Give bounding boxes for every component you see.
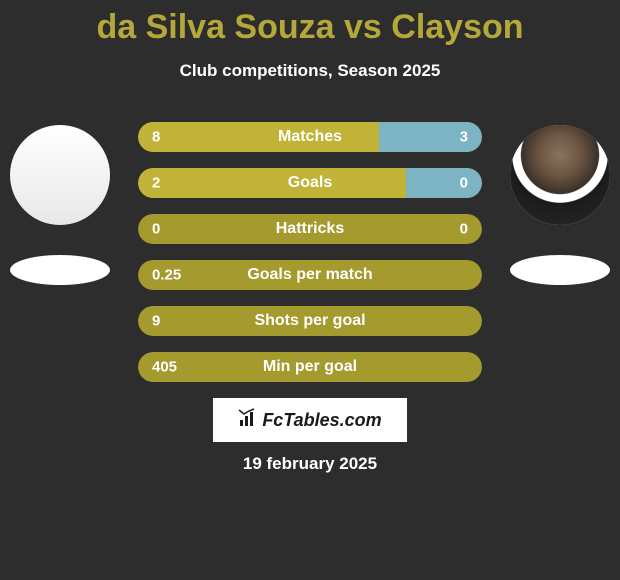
stat-row: 00Hattricks bbox=[138, 214, 482, 244]
subtitle: Club competitions, Season 2025 bbox=[0, 61, 620, 81]
stat-row: 9Shots per goal bbox=[138, 306, 482, 336]
stat-row: 20Goals bbox=[138, 168, 482, 198]
stat-label: Goals bbox=[138, 174, 482, 192]
stat-label: Shots per goal bbox=[138, 312, 482, 330]
stat-label: Matches bbox=[138, 128, 482, 146]
stat-row: 83Matches bbox=[138, 122, 482, 152]
page-title: da Silva Souza vs Clayson bbox=[0, 0, 620, 47]
player-right-photo bbox=[510, 125, 610, 225]
stat-row: 405Min per goal bbox=[138, 352, 482, 382]
date-label: 19 february 2025 bbox=[0, 454, 620, 474]
team-right-badge bbox=[510, 255, 610, 285]
stat-label: Hattricks bbox=[138, 220, 482, 238]
stat-label: Min per goal bbox=[138, 358, 482, 376]
branding-text: FcTables.com bbox=[262, 410, 381, 431]
branding-box: FcTables.com bbox=[213, 398, 407, 442]
player-right-avatar bbox=[510, 125, 610, 225]
stat-label: Goals per match bbox=[138, 266, 482, 284]
bar-chart-icon bbox=[238, 408, 258, 433]
player-left-avatar bbox=[10, 125, 110, 225]
stats-bars: 83Matches 20Goals 00Hattricks 0.25Goals per… bbox=[138, 122, 482, 398]
stat-row: 0.25Goals per match bbox=[138, 260, 482, 290]
team-left-badge bbox=[10, 255, 110, 285]
